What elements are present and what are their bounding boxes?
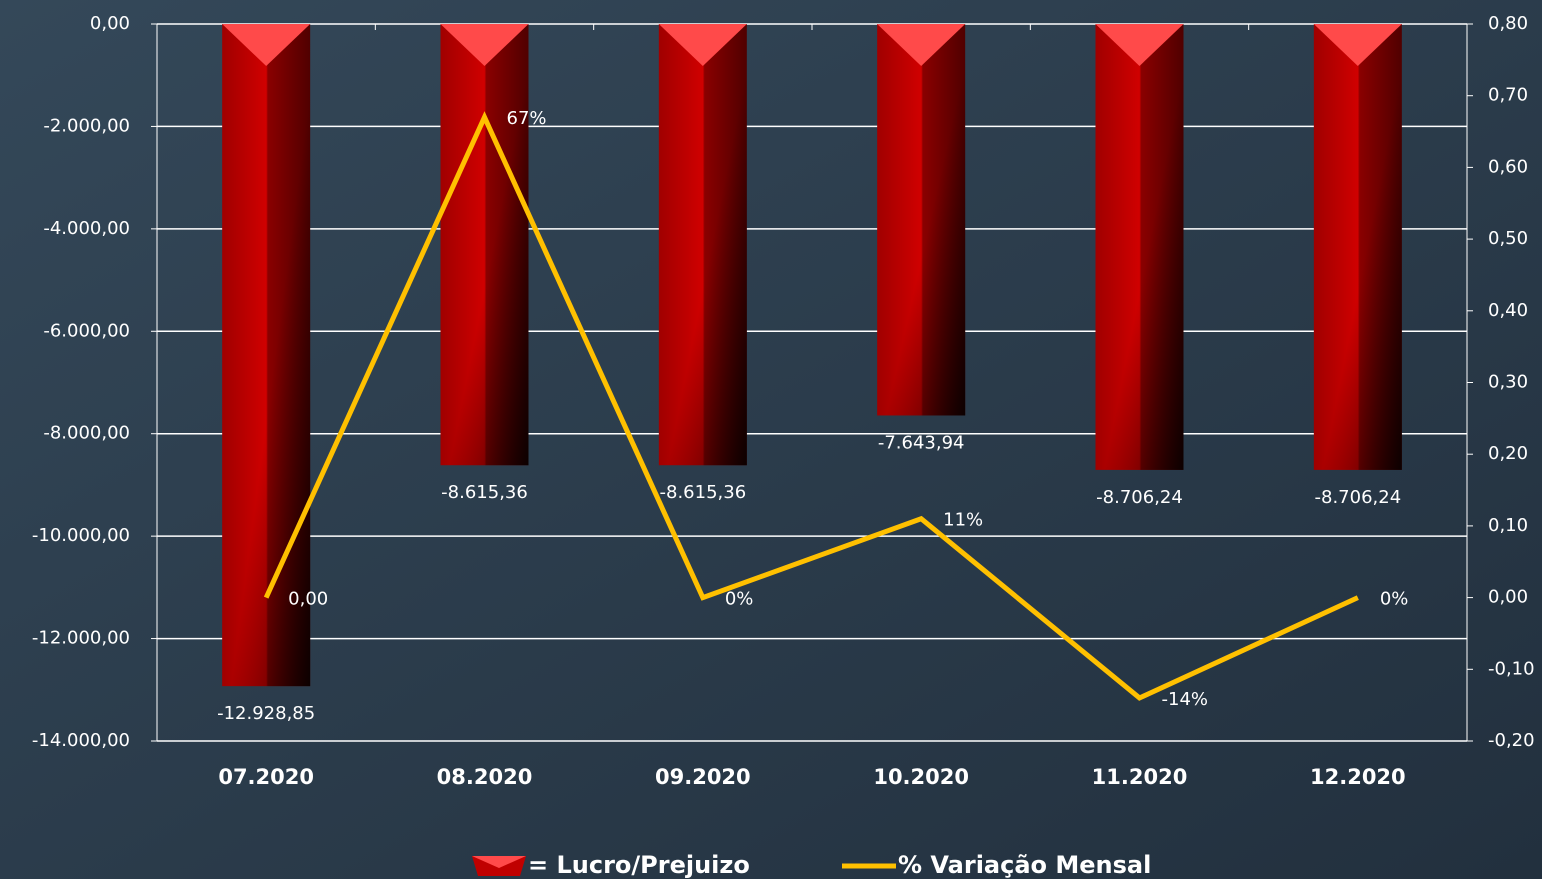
- y-tick-label: -6.000,00: [43, 320, 130, 341]
- y-tick-label: -10.000,00: [32, 525, 130, 546]
- y2-tick-label: 0,80: [1488, 13, 1528, 34]
- data-label: 11%: [943, 510, 983, 531]
- data-label: -8.706,24: [1096, 487, 1183, 508]
- data-label: 0%: [725, 589, 754, 610]
- y-tick-label: -12.000,00: [32, 628, 130, 649]
- data-label: -8.706,24: [1315, 487, 1402, 508]
- legend-label: = Lucro/Prejuizo: [528, 851, 750, 879]
- chart: 0,00 -2.000,00 -4.000,00 -6.000,00 -8.000,00…: [0, 0, 1542, 879]
- y2-tick-label: 0,20: [1488, 443, 1528, 464]
- y2-tick-label: 0,10: [1488, 515, 1528, 536]
- y2-tick-label: 0,60: [1488, 156, 1528, 177]
- data-label: -8.615,36: [660, 482, 747, 503]
- data-label: 0%: [1380, 589, 1409, 610]
- y2-tick-label: 0,00: [1488, 587, 1528, 608]
- y-tick-label: 0,00: [90, 13, 130, 34]
- y2-tick-label: -0,10: [1488, 658, 1535, 679]
- x-tick-label: 11.2020: [1092, 765, 1188, 789]
- y-tick-label: -4.000,00: [43, 218, 130, 239]
- data-label: -14%: [1162, 689, 1209, 710]
- bar-shade: [1096, 24, 1184, 470]
- bar-shade: [1314, 24, 1402, 470]
- data-label: -12.928,85: [217, 703, 315, 724]
- legend-label: % Variação Mensal: [898, 851, 1151, 879]
- data-label: 0,00: [288, 589, 328, 610]
- x-tick-label: 10.2020: [873, 765, 969, 789]
- y2-tick-label: 0,70: [1488, 85, 1528, 106]
- bar-shade: [222, 24, 310, 686]
- data-label: -8.615,36: [441, 482, 528, 503]
- y2-tick-label: 0,30: [1488, 372, 1528, 393]
- x-tick-label: 07.2020: [218, 765, 314, 789]
- y-tick-label: -8.000,00: [43, 423, 130, 444]
- y2-tick-label: 0,40: [1488, 300, 1528, 321]
- bar-shade: [659, 24, 747, 465]
- data-label: 67%: [507, 108, 547, 129]
- x-tick-label: 09.2020: [655, 765, 751, 789]
- y2-tick-label: -0,20: [1488, 730, 1535, 751]
- x-tick-label: 08.2020: [437, 765, 533, 789]
- bar-shade: [441, 24, 529, 465]
- y2-tick-label: 0,50: [1488, 228, 1528, 249]
- x-tick-label: 12.2020: [1310, 765, 1406, 789]
- data-label: -7.643,94: [878, 432, 965, 453]
- y-tick-label: -14.000,00: [32, 730, 130, 751]
- y-tick-label: -2.000,00: [43, 115, 130, 136]
- bar-shade: [877, 24, 965, 415]
